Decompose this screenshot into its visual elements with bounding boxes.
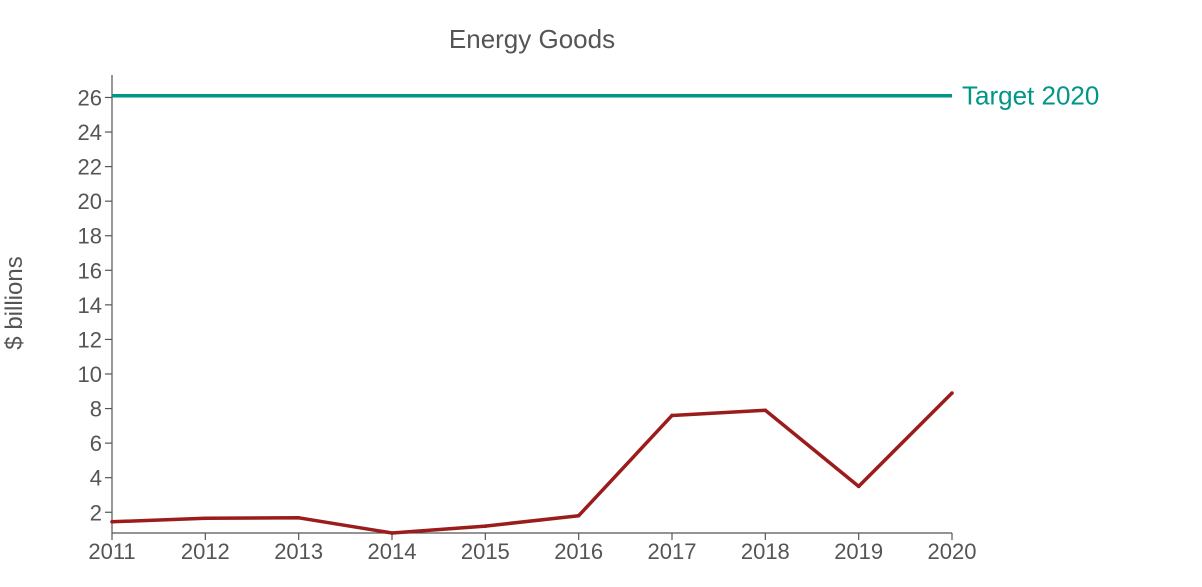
data-point: [950, 391, 954, 395]
y-axis-label: $ billions: [1, 256, 28, 349]
x-tick-label: 2011: [88, 539, 135, 564]
data-point: [390, 531, 394, 535]
y-tick-label: 22: [78, 155, 102, 180]
x-tick-label: 2014: [368, 539, 417, 564]
data-point: [203, 516, 208, 521]
data-point: [483, 524, 488, 528]
y-tick-label: 2: [90, 500, 102, 525]
y-tick-label: 16: [78, 258, 102, 283]
data-point: [670, 413, 674, 418]
x-tick-label: 2017: [648, 539, 697, 564]
x-tick-label: 2013: [274, 539, 323, 564]
series-line: [111, 391, 954, 535]
target-label: Target 2020: [962, 81, 1099, 111]
x-tick-label: 2016: [554, 539, 603, 564]
x-tick-label: 2012: [181, 539, 230, 564]
x-tick-label: 2018: [741, 539, 790, 564]
x-tick-label: 2015: [461, 539, 510, 564]
y-tick-label: 4: [90, 466, 102, 491]
target-line-group: Target 2020: [112, 81, 1099, 111]
y-tick-label: 14: [78, 293, 102, 318]
y-tick-label: 6: [90, 431, 102, 456]
y-tick-label: 18: [78, 224, 102, 249]
y-tick-label: 12: [78, 327, 102, 352]
y-tick-label: 24: [78, 120, 102, 145]
data-point: [110, 519, 114, 524]
y-tick-label: 8: [90, 397, 102, 422]
x-tick-label: 2019: [834, 539, 883, 564]
data-point: [296, 515, 301, 520]
y-tick-label: 26: [78, 85, 102, 110]
y-tick-label: 20: [78, 189, 102, 214]
data-point: [763, 408, 768, 413]
series-group: [110, 391, 954, 535]
data-point: [576, 513, 581, 518]
y-tick-label: 10: [78, 362, 102, 387]
data-point: [856, 484, 861, 489]
chart-title: Energy Goods: [449, 24, 615, 54]
x-tick-label: 2020: [928, 539, 977, 564]
